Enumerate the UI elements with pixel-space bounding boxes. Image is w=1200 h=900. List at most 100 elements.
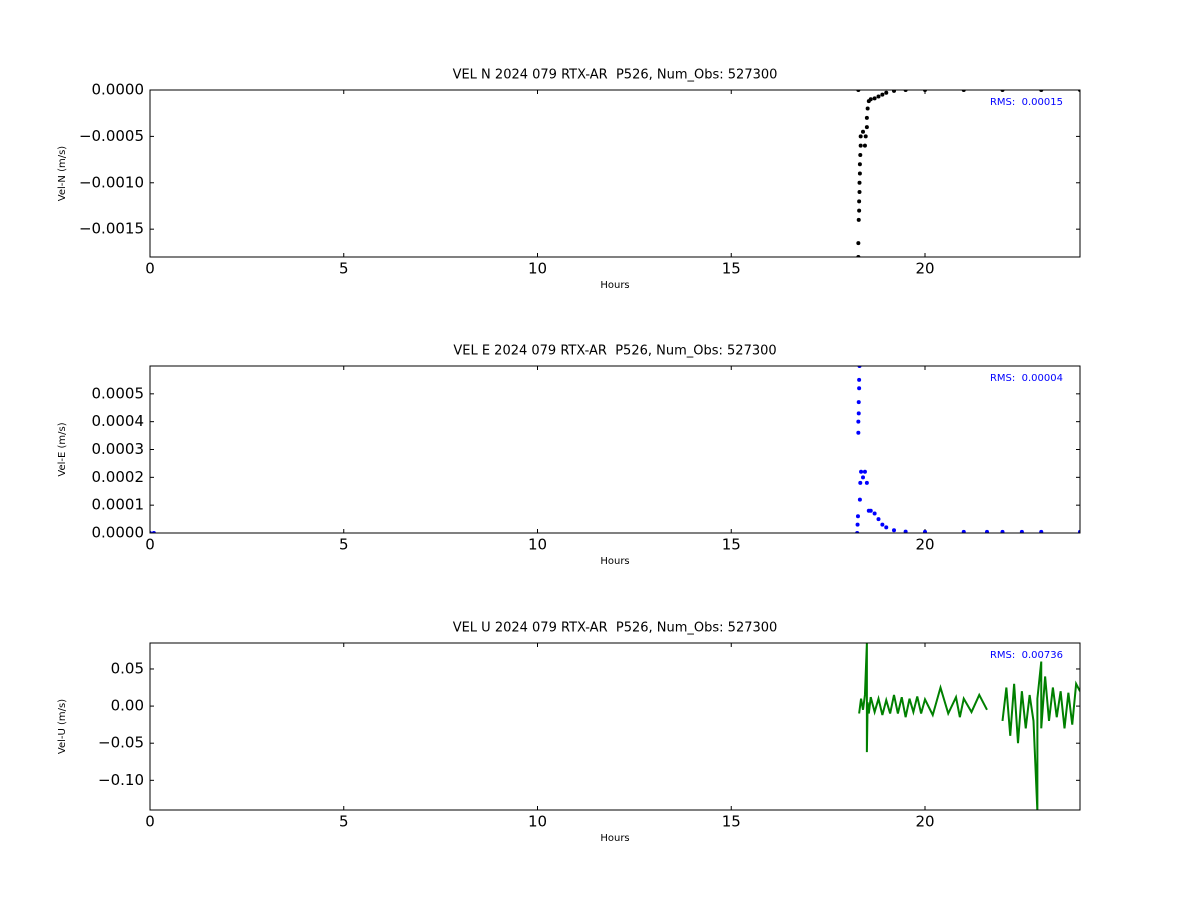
x-axis-label: Hours: [600, 833, 629, 844]
point: [857, 497, 862, 502]
point: [857, 208, 862, 213]
x-tick-label: 20: [915, 260, 934, 278]
series-line: [858, 643, 1080, 810]
point: [1000, 529, 1005, 533]
x-tick-label: 10: [528, 813, 547, 831]
point: [864, 125, 869, 130]
y-axis-label: Vel-N (m/s): [57, 146, 68, 201]
point: [856, 241, 861, 246]
axes-frame: [149, 365, 1081, 534]
rms-annotation: RMS: 0.00004: [990, 373, 1063, 384]
point: [857, 199, 862, 204]
point: [863, 134, 868, 139]
point: [876, 517, 881, 522]
point: [861, 475, 865, 480]
panel-title: VEL N 2024 079 RTX-AR P526, Num_Obs: 527…: [453, 68, 778, 83]
plot-area: [858, 643, 1080, 810]
point: [858, 152, 863, 157]
point: [872, 511, 877, 516]
point: [855, 514, 860, 519]
x-tick-label: 5: [339, 813, 349, 831]
y-tick-label: −0.0010: [79, 173, 144, 191]
point: [857, 377, 862, 382]
point: [855, 522, 860, 527]
point: [880, 522, 885, 527]
point: [859, 469, 864, 474]
x-tick-label: 0: [145, 536, 155, 554]
axes-frame: [149, 642, 1081, 811]
point: [864, 480, 869, 485]
point: [872, 96, 877, 101]
point: [857, 386, 862, 391]
point: [857, 190, 862, 195]
x-tick-label: 20: [915, 813, 934, 831]
y-tick-label: −0.0015: [79, 220, 144, 238]
y-tick-label: −0.05: [98, 734, 144, 752]
y-tick-label: −0.0005: [79, 127, 144, 145]
y-tick-label: 0.0000: [92, 524, 145, 542]
y-tick-label: 0.00: [111, 697, 144, 715]
x-tick-label: 15: [722, 536, 741, 554]
x-tick-label: 0: [145, 260, 155, 278]
point: [856, 400, 861, 405]
x-tick-label: 15: [722, 813, 741, 831]
y-axis-label: Vel-E (m/s): [57, 422, 68, 476]
point: [865, 106, 870, 111]
y-tick-label: 0.0003: [92, 440, 145, 458]
point: [884, 90, 889, 95]
plot-area: [150, 366, 1080, 533]
point: [1019, 529, 1024, 533]
x-tick-label: 5: [339, 260, 349, 278]
point: [903, 529, 908, 533]
panel-title: VEL E 2024 079 RTX-AR P526, Num_Obs: 527…: [453, 344, 776, 359]
point: [864, 115, 869, 120]
point: [868, 508, 873, 513]
x-tick-label: 20: [915, 536, 934, 554]
y-tick-label: 0.0005: [92, 384, 145, 402]
rms-annotation: RMS: 0.00736: [990, 650, 1063, 661]
point: [861, 129, 865, 134]
point: [862, 469, 867, 474]
x-tick-label: 5: [339, 536, 349, 554]
x-tick-label: 15: [722, 260, 741, 278]
panel-title: VEL U 2024 079 RTX-AR P526, Num_Obs: 527…: [453, 621, 778, 636]
x-axis-label: Hours: [600, 280, 629, 291]
x-axis-label: Hours: [600, 556, 629, 567]
point: [1039, 529, 1044, 533]
rms-annotation: RMS: 0.00015: [990, 97, 1063, 108]
point: [876, 94, 881, 99]
point: [985, 529, 989, 533]
point: [892, 528, 896, 533]
x-tick-label: 10: [528, 260, 547, 278]
y-tick-label: 0.0002: [92, 468, 145, 486]
x-tick-label: 10: [528, 536, 547, 554]
x-tick-label: 0: [145, 813, 155, 831]
point: [892, 90, 896, 93]
point: [862, 143, 867, 148]
y-tick-label: −0.10: [98, 771, 144, 789]
y-tick-label: 0.0004: [92, 412, 145, 430]
point: [961, 529, 966, 533]
point: [857, 180, 862, 185]
point: [856, 411, 861, 416]
point: [857, 162, 862, 167]
point: [858, 143, 863, 148]
point: [884, 525, 889, 530]
y-tick-label: 0.05: [111, 659, 144, 677]
point: [856, 430, 861, 435]
point: [858, 134, 863, 139]
point: [880, 92, 885, 97]
axes-frame: [149, 89, 1081, 258]
point: [856, 419, 861, 424]
point: [856, 217, 861, 222]
y-tick-label: 0.0000: [92, 81, 145, 99]
point: [923, 529, 927, 533]
y-tick-label: 0.0001: [92, 496, 145, 514]
plot-area: [856, 90, 1080, 257]
point: [857, 171, 862, 176]
y-axis-label: Vel-U (m/s): [57, 699, 68, 754]
point: [858, 480, 863, 485]
point: [868, 97, 873, 102]
